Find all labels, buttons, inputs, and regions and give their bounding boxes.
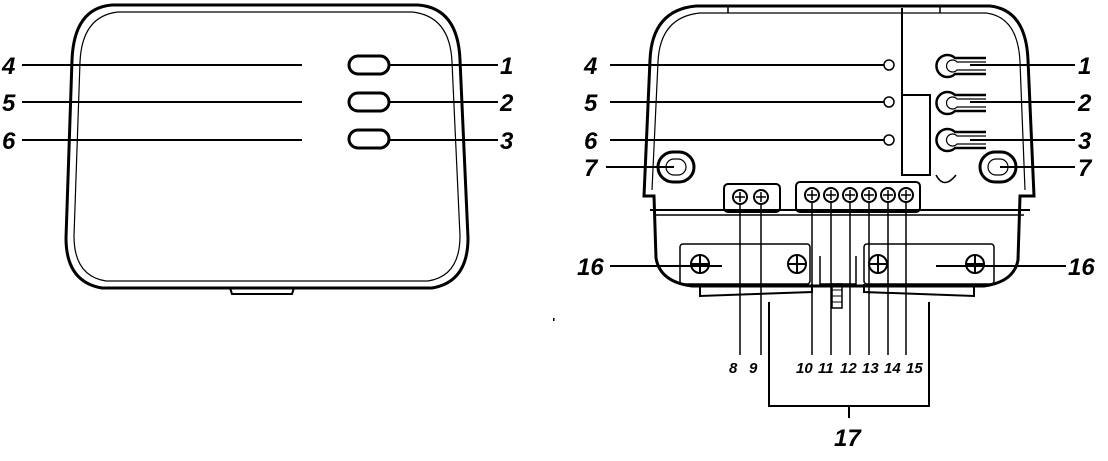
terminal-screw [732,189,748,205]
terminal-leaders [739,203,907,355]
terminal-screw [842,187,858,203]
terminal-label: 13 [862,360,879,377]
front-label-2: 2 [499,90,514,117]
terminal-label: 12 [840,360,857,377]
terminal-screw [823,187,839,203]
front-led-button-3 [347,128,391,150]
back-label-2: 2 [1077,90,1092,117]
front-label-5: 5 [2,90,16,117]
back-led-6 [883,134,895,146]
back-label-7-right: 7 [1078,155,1093,182]
back-button-3 [935,127,986,153]
terminal-label: 10 [796,360,813,377]
screw-cover-left [679,243,811,285]
terminal-label: 8 [729,360,738,377]
back-label-5: 5 [584,90,598,117]
back-label-3: 3 [1078,128,1092,155]
front-label-4: 4 [1,53,15,80]
terminal-screw [880,187,896,203]
terminal-label: 11 [818,360,834,377]
back-led-5 [883,96,895,108]
back-label-16-left: 16 [577,254,604,281]
front-housing [64,3,470,290]
terminal-screw-slot [826,190,836,200]
terminal-label: 14 [884,360,901,377]
terminal-screw-slot [864,190,874,200]
terminal-screws [732,187,914,205]
terminal-screw-slot [735,192,745,202]
front-label-6: 6 [2,128,16,155]
terminal-block-left [723,183,781,213]
terminal-screw-slot [807,190,817,200]
terminal-screw [753,189,769,205]
terminal-labels: 8 9 10 11 12 13 14 15 [729,360,923,377]
terminal-screw [861,187,877,203]
cover-screws [690,254,985,274]
terminal-screw [898,187,914,203]
back-label-17: 17 [834,425,862,452]
back-label-7-left: 7 [584,155,599,182]
back-button-1 [935,53,986,79]
back-label-1: 1 [1078,53,1091,80]
terminal-screw [804,187,820,203]
front-label-3: 3 [500,128,514,155]
bracket-17 [768,302,930,407]
front-label-1: 1 [500,53,513,80]
terminal-block-right [795,181,921,213]
back-button-2 [935,90,986,116]
terminal-screw-slot [883,190,893,200]
front-led-button-1 [347,54,391,76]
speck [553,318,555,321]
back-label-16-right: 16 [1068,254,1095,281]
terminal-screw-slot [901,190,911,200]
back-led-4 [883,59,895,71]
terminal-screw-slot [845,190,855,200]
back-view: 4 5 6 7 1 2 3 7 16 16 8 9 10 11 12 13 14 15 17 [577,4,1095,452]
screw-cover-right [863,243,995,285]
terminal-label: 15 [906,360,923,377]
back-label-4: 4 [583,53,597,80]
front-view: 4 5 6 1 2 3 [1,3,514,295]
front-led-button-2 [347,91,391,113]
terminal-label: 9 [749,360,758,377]
terminal-screw-slot [756,192,766,202]
back-label-6: 6 [584,128,598,155]
back-housing [642,4,1036,288]
